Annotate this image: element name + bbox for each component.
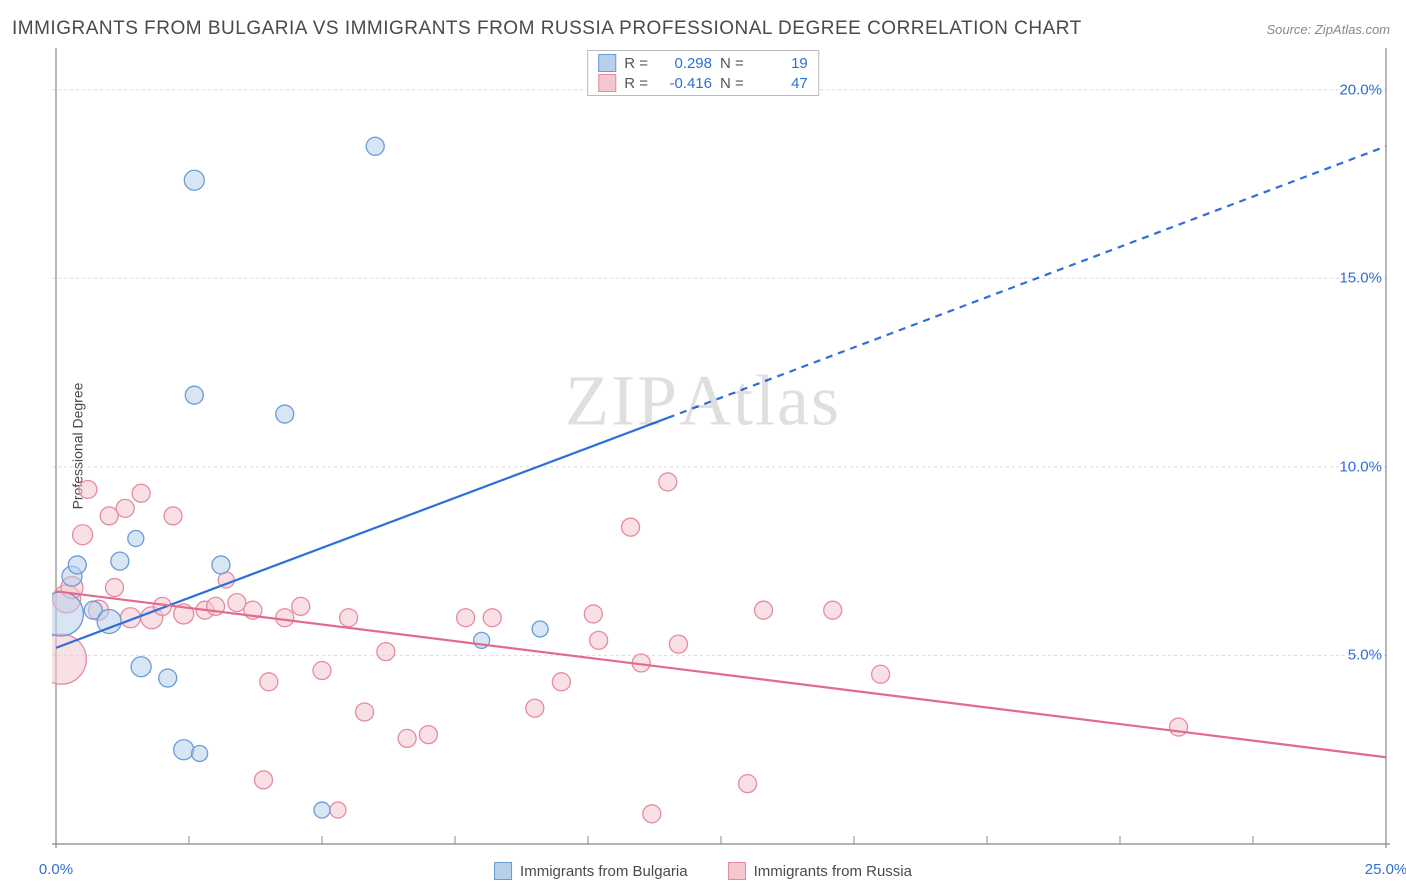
stat-row-series1: R = 0.298 N = 19 bbox=[588, 53, 818, 73]
r-value-series1: 0.298 bbox=[656, 55, 712, 72]
n-label: N = bbox=[720, 75, 744, 92]
x-tick-label: 0.0% bbox=[39, 861, 73, 878]
bottom-legend: Immigrants from Bulgaria Immigrants from… bbox=[494, 862, 912, 880]
n-value-series1: 19 bbox=[752, 55, 808, 72]
swatch-series1 bbox=[598, 54, 616, 72]
n-label: N = bbox=[720, 55, 744, 72]
swatch-series1 bbox=[494, 862, 512, 880]
x-tick-label: 25.0% bbox=[1365, 861, 1406, 878]
n-value-series2: 47 bbox=[752, 75, 808, 92]
legend-item-series1: Immigrants from Bulgaria bbox=[494, 862, 688, 880]
swatch-series2 bbox=[598, 74, 616, 92]
y-tick-label: 10.0% bbox=[1339, 458, 1382, 475]
legend-label-series1: Immigrants from Bulgaria bbox=[520, 863, 688, 880]
r-label: R = bbox=[624, 75, 648, 92]
legend-label-series2: Immigrants from Russia bbox=[754, 863, 912, 880]
stat-row-series2: R = -0.416 N = 47 bbox=[588, 73, 818, 93]
swatch-series2 bbox=[728, 862, 746, 880]
y-tick-label: 5.0% bbox=[1348, 647, 1382, 664]
y-tick-label: 20.0% bbox=[1339, 81, 1382, 98]
chart-area bbox=[52, 48, 1390, 848]
r-value-series2: -0.416 bbox=[656, 75, 712, 92]
r-label: R = bbox=[624, 55, 648, 72]
y-tick-label: 15.0% bbox=[1339, 270, 1382, 287]
legend-item-series2: Immigrants from Russia bbox=[728, 862, 912, 880]
correlation-stat-box: R = 0.298 N = 19 R = -0.416 N = 47 bbox=[587, 50, 819, 96]
scatter-chart-svg bbox=[52, 48, 1390, 848]
source-attribution: Source: ZipAtlas.com bbox=[1266, 22, 1390, 37]
chart-title: IMMIGRANTS FROM BULGARIA VS IMMIGRANTS F… bbox=[12, 18, 1082, 40]
